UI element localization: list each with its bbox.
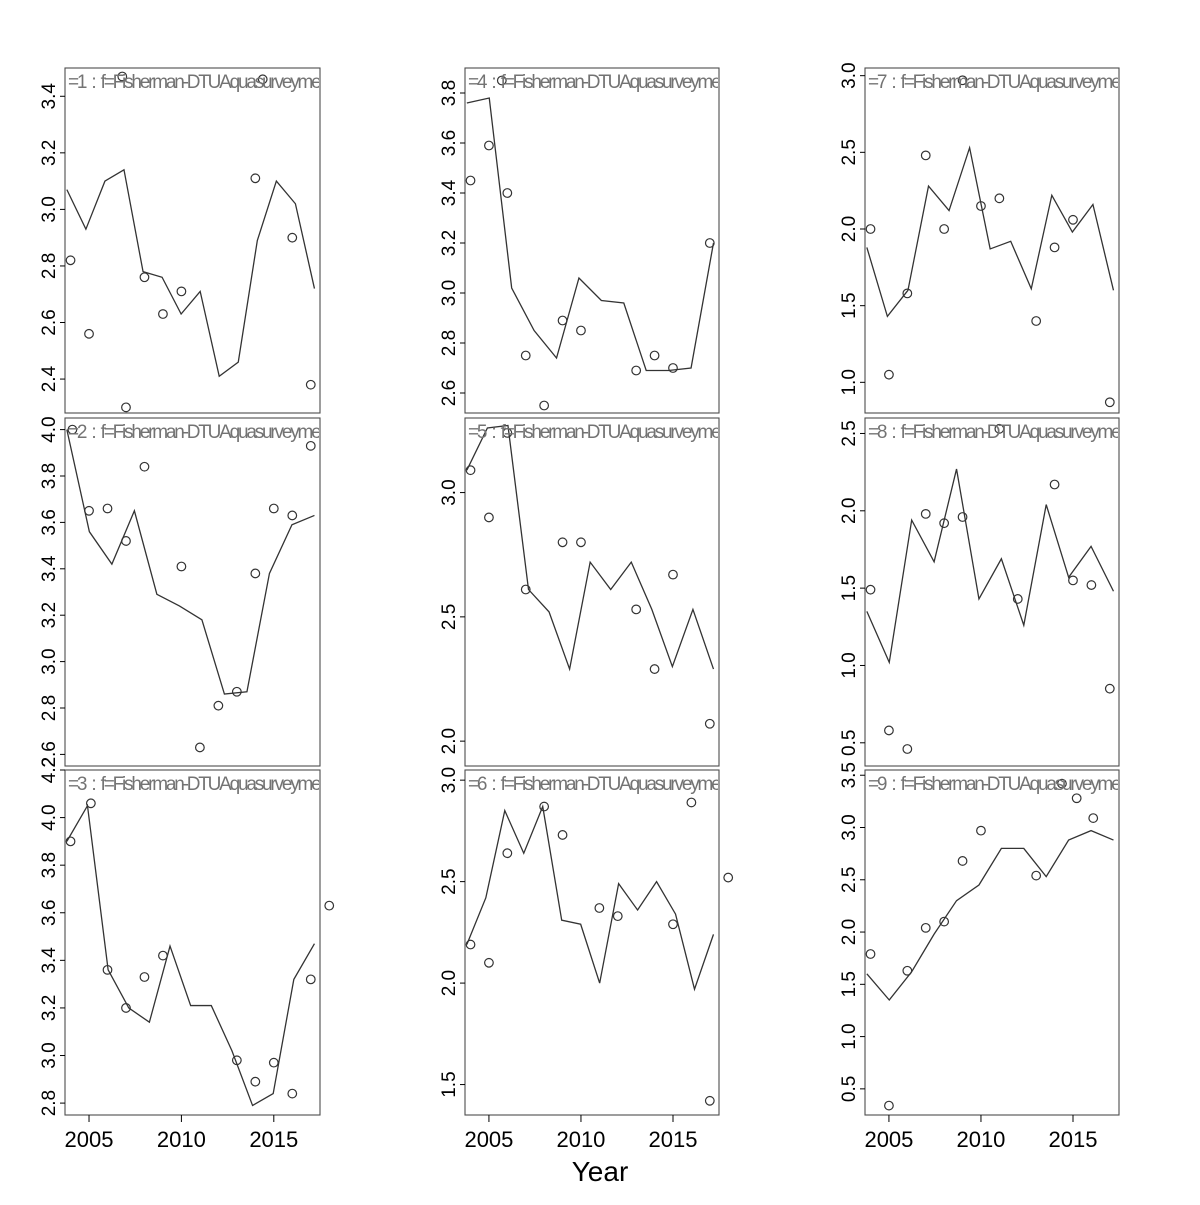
svg-text:2.5: 2.5 — [439, 868, 460, 894]
svg-text:=8 : f=Fisherman-DTUAquasurv: =8 : f=Fisherman-DTUAquasurveyme — [868, 422, 1121, 443]
svg-text:3.6: 3.6 — [39, 900, 60, 926]
svg-text:0.5: 0.5 — [839, 730, 860, 756]
svg-text:2010: 2010 — [956, 1127, 1005, 1152]
svg-text:1.5: 1.5 — [839, 971, 860, 997]
svg-text:2.8: 2.8 — [39, 695, 60, 721]
svg-text:=6 : f=Fisherman-DTUAquasurv: =6 : f=Fisherman-DTUAquasurveyme — [468, 774, 721, 795]
svg-text:3.8: 3.8 — [39, 463, 60, 489]
svg-text:3.0: 3.0 — [439, 280, 460, 306]
svg-text:3.8: 3.8 — [439, 80, 460, 106]
svg-text:3.5: 3.5 — [839, 762, 860, 788]
svg-text:2.8: 2.8 — [439, 330, 460, 356]
svg-text:3.0: 3.0 — [839, 814, 860, 840]
svg-text:2010: 2010 — [157, 1127, 206, 1152]
svg-text:=2 : f=Fisherman-DTUAquasurv: =2 : f=Fisherman-DTUAquasurveyme — [68, 422, 321, 443]
svg-text:3.6: 3.6 — [39, 509, 60, 535]
svg-text:3.0: 3.0 — [39, 196, 60, 222]
svg-text:Year: Year — [572, 1156, 629, 1187]
svg-text:2.5: 2.5 — [839, 420, 860, 446]
svg-text:2.5: 2.5 — [439, 604, 460, 630]
svg-text:=5 : f=Fisherman-DTUAquasurv: =5 : f=Fisherman-DTUAquasurveyme — [468, 422, 721, 443]
svg-text:2.8: 2.8 — [39, 1090, 60, 1116]
svg-text:1.5: 1.5 — [839, 575, 860, 601]
svg-text:0.5: 0.5 — [839, 1076, 860, 1102]
svg-text:3.4: 3.4 — [439, 179, 460, 206]
svg-text:4.0: 4.0 — [39, 416, 60, 442]
svg-text:2.8: 2.8 — [39, 253, 60, 279]
svg-text:2.0: 2.0 — [839, 498, 860, 524]
svg-text:2.5: 2.5 — [839, 139, 860, 165]
svg-text:1.5: 1.5 — [439, 1071, 460, 1097]
svg-text:1.0: 1.0 — [839, 652, 860, 678]
svg-text:2.0: 2.0 — [839, 216, 860, 242]
svg-text:3.4: 3.4 — [39, 947, 60, 974]
svg-text:3.6: 3.6 — [439, 130, 460, 156]
svg-text:2.6: 2.6 — [39, 309, 60, 335]
svg-text:2010: 2010 — [556, 1127, 605, 1152]
svg-text:=4 : f=Fisherman-DTUAquasurv: =4 : f=Fisherman-DTUAquasurveyme — [468, 72, 721, 93]
svg-text:3.0: 3.0 — [39, 1042, 60, 1068]
svg-text:3.4: 3.4 — [39, 555, 60, 582]
svg-text:4.0: 4.0 — [39, 804, 60, 830]
svg-text:3.0: 3.0 — [39, 648, 60, 674]
svg-text:3.8: 3.8 — [39, 852, 60, 878]
svg-text:3.2: 3.2 — [39, 602, 60, 628]
svg-text:3.4: 3.4 — [39, 83, 60, 110]
svg-text:3.2: 3.2 — [439, 230, 460, 256]
svg-text:1.0: 1.0 — [839, 1023, 860, 1049]
svg-text:2.5: 2.5 — [839, 867, 860, 893]
svg-text:2.0: 2.0 — [439, 728, 460, 754]
svg-text:1.0: 1.0 — [839, 369, 860, 395]
svg-text:=3 : f=Fisherman-DTUAquasurv: =3 : f=Fisherman-DTUAquasurveyme — [68, 774, 321, 795]
svg-text:2005: 2005 — [864, 1127, 913, 1152]
svg-text:=7 : f=Fisherman-DTUAquasurv: =7 : f=Fisherman-DTUAquasurveyme — [868, 72, 1121, 93]
svg-text:3.2: 3.2 — [39, 995, 60, 1021]
svg-text:3.2: 3.2 — [39, 140, 60, 166]
svg-text:3.0: 3.0 — [439, 767, 460, 793]
svg-text:3.0: 3.0 — [439, 479, 460, 505]
svg-text:=1 : f=Fisherman-DTUAquasurv: =1 : f=Fisherman-DTUAquasurveyme — [68, 72, 321, 93]
svg-text:2005: 2005 — [65, 1127, 114, 1152]
svg-text:2.6: 2.6 — [439, 380, 460, 406]
svg-text:2.4: 2.4 — [39, 365, 60, 392]
svg-text:3.0: 3.0 — [839, 62, 860, 88]
svg-text:2.0: 2.0 — [439, 970, 460, 996]
svg-text:=9 : f=Fisherman-DTUAquasurv: =9 : f=Fisherman-DTUAquasurveyme — [868, 774, 1121, 795]
svg-text:4.2: 4.2 — [39, 757, 60, 783]
svg-text:2015: 2015 — [249, 1127, 298, 1152]
svg-text:1.5: 1.5 — [839, 292, 860, 318]
svg-text:2015: 2015 — [649, 1127, 698, 1152]
svg-text:2005: 2005 — [464, 1127, 513, 1152]
svg-text:2015: 2015 — [1049, 1127, 1098, 1152]
svg-text:2.0: 2.0 — [839, 919, 860, 945]
